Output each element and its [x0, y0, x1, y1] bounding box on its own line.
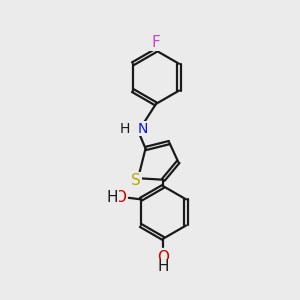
Text: H: H [158, 260, 169, 274]
Text: S: S [131, 173, 141, 188]
Text: O: O [158, 250, 169, 266]
Text: H: H [107, 190, 118, 206]
Text: N: N [137, 122, 148, 136]
Text: O: O [114, 190, 126, 206]
Text: F: F [152, 34, 160, 50]
Text: H: H [119, 122, 130, 136]
